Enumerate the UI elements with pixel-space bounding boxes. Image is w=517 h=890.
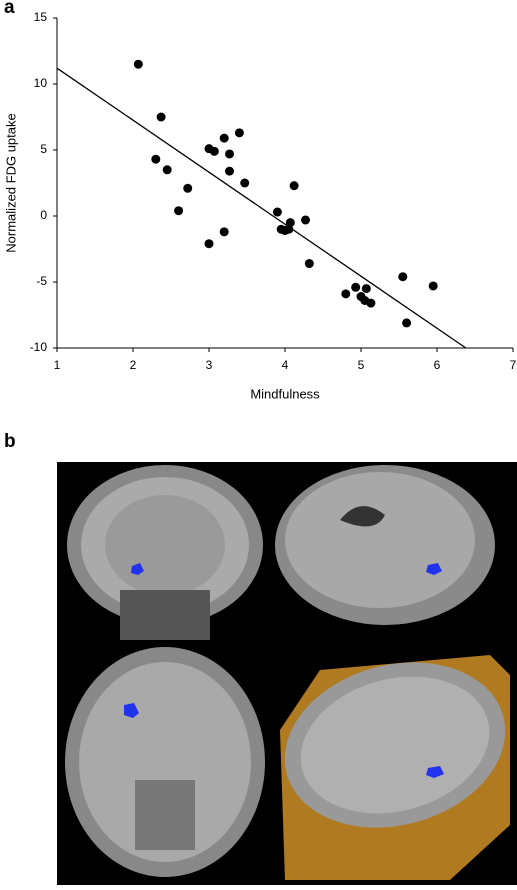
data-point xyxy=(156,112,166,122)
data-point xyxy=(183,183,193,193)
x-tick-label: 2 xyxy=(130,358,137,372)
data-point xyxy=(219,133,229,143)
y-tick-label: 10 xyxy=(34,76,48,90)
x-tick-label: 5 xyxy=(358,358,365,372)
y-axis-title: Normalized FDG uptake xyxy=(3,113,18,252)
y-tick-label: 0 xyxy=(40,208,47,222)
data-point xyxy=(361,284,371,294)
data-point xyxy=(366,298,376,308)
x-axis-title: Mindfulness xyxy=(250,386,320,401)
data-point xyxy=(225,166,235,176)
data-point xyxy=(219,227,229,237)
panel-label: b xyxy=(4,431,16,452)
data-point xyxy=(234,128,244,138)
x-tick-label: 6 xyxy=(434,358,441,372)
data-point xyxy=(341,289,351,299)
data-point xyxy=(301,215,311,225)
data-point xyxy=(398,272,408,282)
data-point xyxy=(351,282,361,292)
trend-line xyxy=(56,67,467,349)
y-tick-label: 15 xyxy=(34,10,48,24)
x-tick-label: 3 xyxy=(206,358,213,372)
data-point xyxy=(209,146,219,156)
brain-images xyxy=(57,462,517,885)
data-point xyxy=(225,149,235,159)
data-point xyxy=(272,207,282,217)
y-tick-label: -5 xyxy=(36,274,47,288)
data-point xyxy=(162,165,172,175)
x-tick-label: 1 xyxy=(54,358,61,372)
x-tick-label: 4 xyxy=(282,358,289,372)
data-point xyxy=(133,59,143,69)
data-point xyxy=(240,178,250,188)
x-tick-label: 7 xyxy=(510,358,517,372)
data-point xyxy=(289,181,299,191)
data-point xyxy=(428,281,438,291)
y-tick-label: -10 xyxy=(30,340,48,354)
y-tick-label: 5 xyxy=(40,142,47,156)
data-point xyxy=(304,259,314,269)
panel-label: a xyxy=(4,0,15,18)
data-point xyxy=(284,224,294,234)
data-point xyxy=(204,239,214,249)
data-point xyxy=(402,318,412,328)
data-point xyxy=(174,206,184,216)
data-point xyxy=(151,154,161,164)
